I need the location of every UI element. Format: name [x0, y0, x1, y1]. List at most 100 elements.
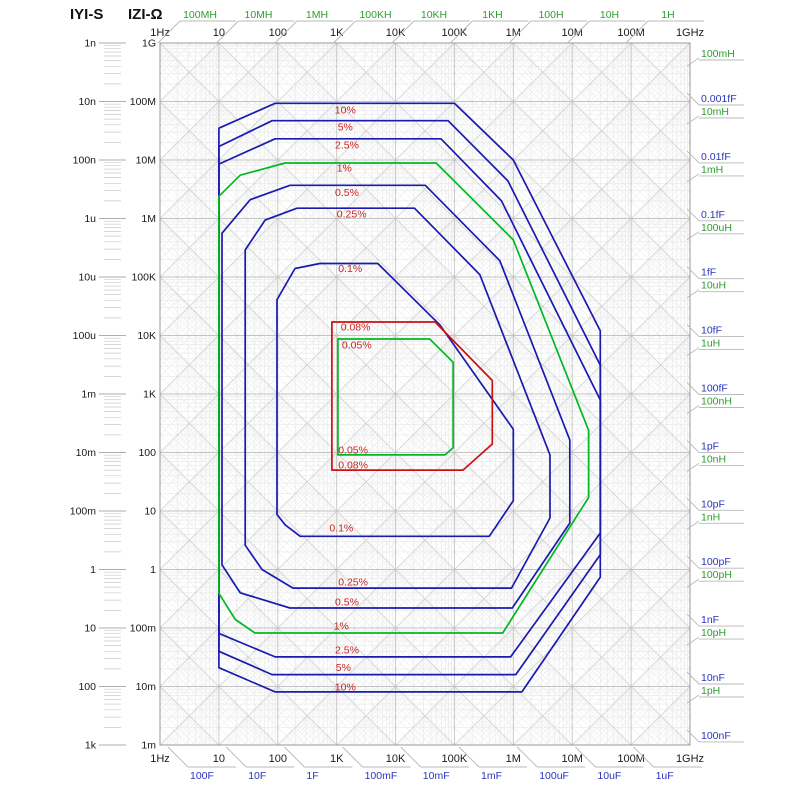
contour-label: 1% — [334, 621, 349, 633]
contour-label: 2.5% — [335, 140, 359, 152]
capacitance-label-bottom: 100F — [190, 770, 214, 782]
inductance-label-top: 10KH — [421, 9, 447, 21]
freq-tick-top: 10 — [213, 27, 225, 39]
grid — [160, 43, 690, 745]
inductance-label-right: 10nH — [701, 453, 726, 465]
contour-label: 0.25% — [338, 577, 368, 589]
capacitance-label-right: 1fF — [701, 267, 716, 279]
inductance-label-right: 1pH — [701, 685, 720, 697]
admittance-tick: 100 — [78, 681, 96, 693]
admittance-tick: 1n — [84, 38, 96, 50]
freq-tick-bottom: 1M — [506, 753, 521, 765]
freq-tick-bottom: 100M — [617, 753, 645, 765]
inductance-label-right: 1uH — [701, 338, 720, 350]
inductance-label-right: 100nH — [701, 396, 732, 408]
freq-tick-bottom: 1K — [330, 753, 344, 765]
admittance-tick: 1 — [90, 564, 96, 576]
freq-tick-top: 10M — [561, 27, 582, 39]
capacitance-label-bottom: 100uF — [539, 770, 569, 782]
capacitance-label-bottom: 1uF — [656, 770, 674, 782]
admittance-tick: 100u — [73, 330, 97, 342]
capacitance-label-bottom: 1mF — [481, 770, 502, 782]
freq-tick-top: 100M — [617, 27, 645, 39]
inductance-label-right: 10mH — [701, 106, 729, 118]
inductance-label-top: 10H — [600, 9, 619, 21]
freq-tick-bottom: 10K — [386, 753, 406, 765]
impedance-tick: 1K — [143, 389, 156, 401]
contour-label: 0.25% — [337, 208, 367, 220]
contour-label: 10% — [335, 682, 356, 694]
contour-label: 0.08% — [341, 322, 371, 334]
admittance-tick: 100m — [70, 506, 97, 518]
contour-2.5% — [218, 137, 602, 658]
inductance-label-top: 1H — [661, 9, 674, 21]
impedance-tick: 100K — [131, 272, 156, 284]
capacitance-label-bottom: 10mF — [423, 770, 450, 782]
log-ruler — [99, 42, 126, 746]
impedance-tick: 100m — [130, 623, 157, 635]
admittance-tick: 1m — [81, 389, 96, 401]
impedance-tick: 1M — [141, 213, 156, 225]
capacitance-label-bottom: 10uF — [597, 770, 621, 782]
contour-label: 1% — [337, 163, 352, 175]
plot-frame — [159, 42, 691, 746]
admittance-tick: 100n — [73, 155, 97, 167]
contour-label: 5% — [338, 121, 353, 133]
contour-label: 0.5% — [335, 187, 359, 199]
contour-0.25% — [244, 207, 551, 589]
impedance-tick: 10 — [144, 506, 156, 518]
admittance-tick: 10 — [84, 623, 96, 635]
freq-tick-bottom: 100 — [269, 753, 287, 765]
contour-label: 0.05% — [342, 339, 372, 351]
capacitance-label-right: 0.1fF — [701, 209, 725, 221]
impedance-tick: 1 — [150, 564, 156, 576]
contour-label: 2.5% — [335, 645, 359, 657]
inductance-label-top: 1MH — [306, 9, 328, 21]
impedance-tick: 100M — [130, 96, 156, 108]
inductance-label-right: 100mH — [701, 48, 735, 60]
inductance-label-right: 10pH — [701, 627, 726, 639]
capacitance-label-bottom: 100mF — [365, 770, 398, 782]
freq-tick-top: 10K — [386, 27, 406, 39]
freq-tick-bottom: 1GHz — [676, 753, 704, 765]
contour-label: 0.5% — [335, 596, 359, 608]
contour-0.5% — [221, 184, 571, 609]
contour-label: 10% — [335, 104, 356, 116]
impedance-tick: 10K — [137, 330, 156, 342]
capacitance-label-right: 10nF — [701, 672, 725, 684]
admittance-tick: 1u — [84, 213, 96, 225]
inductance-label-right: 100pH — [701, 569, 732, 581]
capacitance-label-right: 1pF — [701, 440, 719, 452]
admittance-tick: 10m — [76, 447, 97, 459]
impedance-axis-title: IZI-Ω — [128, 6, 163, 23]
capacitance-label-right: 10fF — [701, 325, 722, 337]
contour-label: 0.1% — [329, 523, 353, 535]
capacitance-label-right: 100pF — [701, 556, 731, 568]
admittance-tick: 10u — [78, 272, 96, 284]
impedance-tick: 1m — [141, 740, 156, 752]
inductance-label-right: 10uH — [701, 280, 726, 292]
inductance-label-right: 100uH — [701, 222, 732, 234]
contour-label: 0.1% — [338, 263, 362, 275]
freq-tick-bottom: 1Hz — [150, 753, 170, 765]
inductance-label-top: 100H — [538, 9, 563, 21]
contour-label: 0.05% — [338, 445, 368, 457]
inductance-label-right: 1nH — [701, 511, 720, 523]
capacitance-label-right: 1nF — [701, 614, 719, 626]
contour-0.1% — [276, 262, 515, 538]
contour-1% — [218, 162, 590, 634]
contour-label: 0.08% — [338, 460, 368, 472]
capacitance-label-right: 100fF — [701, 383, 728, 395]
freq-tick-top: 1K — [330, 27, 344, 39]
admittance-axis-title: IYI-S — [70, 6, 104, 23]
contour-0.05% — [337, 338, 454, 456]
capacitance-label-right: 0.01fF — [701, 151, 731, 163]
freq-tick-top: 1M — [506, 27, 521, 39]
freq-tick-bottom: 10M — [561, 753, 582, 765]
impedance-tick: 10M — [136, 155, 156, 167]
freq-tick-top: 100 — [269, 27, 287, 39]
freq-tick-top: 100K — [442, 27, 468, 39]
